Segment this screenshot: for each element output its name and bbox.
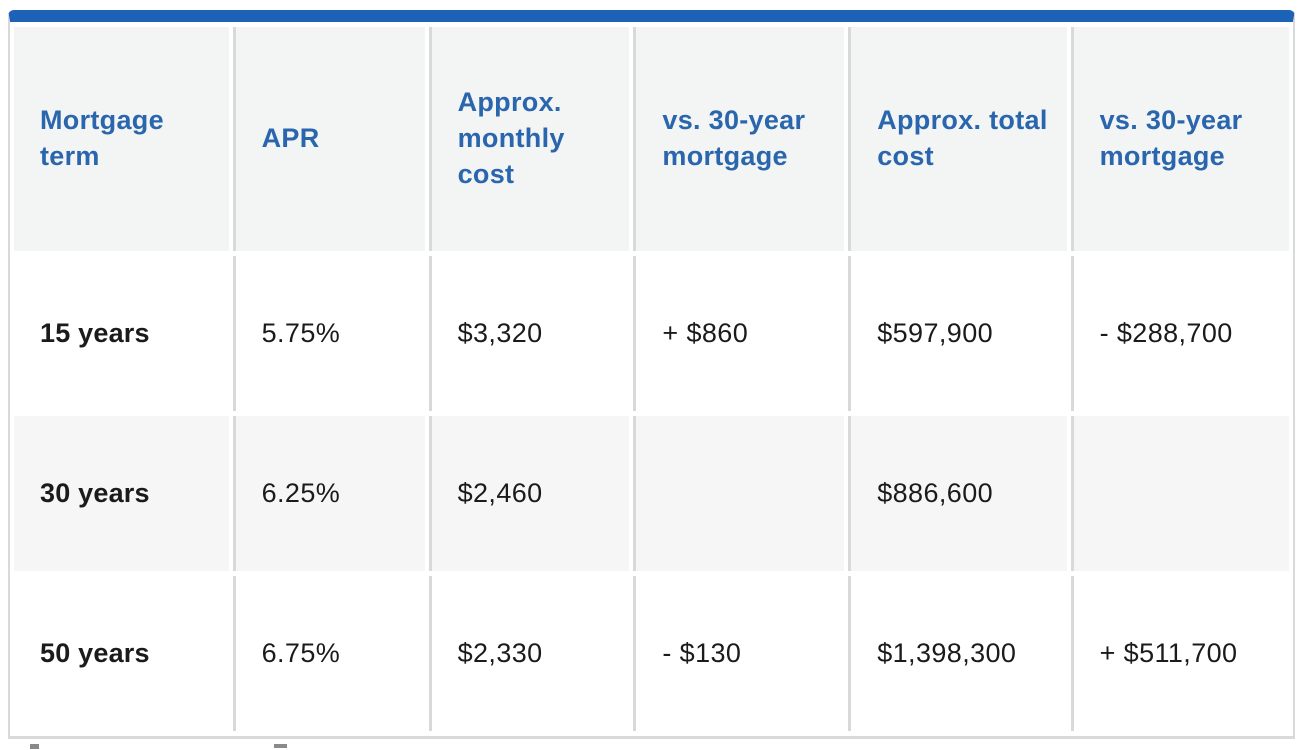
header-cell-vs-30-year-total: vs. 30-year mortgage (1070, 27, 1289, 251)
cell-total-vs-30yr: - $288,700 (1070, 256, 1289, 411)
cropped-text-fragment (30, 744, 39, 749)
table-row-15-years: 15 years 5.75% $3,320 + $860 $597,900 - … (14, 256, 1289, 411)
cell-total-cost: $1,398,300 (848, 576, 1067, 731)
header-row: Mortgage term APR Approx. monthly cost v… (14, 27, 1289, 251)
cell-monthly-vs-30yr: + $860 (633, 256, 845, 411)
cropped-caption (0, 743, 1310, 750)
table-row-30-years: 30 years 6.25% $2,460 $886,600 (14, 416, 1289, 571)
header-cell-mortgage-term: Mortgage term (14, 27, 229, 251)
cell-term: 50 years (14, 576, 229, 731)
cell-monthly-cost: $3,320 (428, 256, 630, 411)
cell-term: 30 years (14, 416, 229, 571)
cropped-text-fragment (274, 744, 287, 748)
mortgage-comparison-table: Mortgage term APR Approx. monthly cost v… (8, 10, 1295, 739)
header-cell-approx-monthly-cost: Approx. monthly cost (428, 27, 630, 251)
header-cell-approx-total-cost: Approx. total cost (848, 27, 1067, 251)
cell-total-cost: $597,900 (848, 256, 1067, 411)
cell-monthly-cost: $2,330 (428, 576, 630, 731)
cell-total-vs-30yr: + $511,700 (1070, 576, 1289, 731)
table-row-50-years: 50 years 6.75% $2,330 - $130 $1,398,300 … (14, 576, 1289, 731)
header-cell-vs-30-year-monthly: vs. 30-year mortgage (633, 27, 845, 251)
cell-total-vs-30yr (1070, 416, 1289, 571)
cell-apr: 5.75% (232, 256, 425, 411)
cell-monthly-vs-30yr: - $130 (633, 576, 845, 731)
cell-monthly-vs-30yr (633, 416, 845, 571)
cell-monthly-cost: $2,460 (428, 416, 630, 571)
cell-apr: 6.25% (232, 416, 425, 571)
cell-total-cost: $886,600 (848, 416, 1067, 571)
header-cell-apr: APR (232, 27, 425, 251)
cell-term: 15 years (14, 256, 229, 411)
cell-apr: 6.75% (232, 576, 425, 731)
